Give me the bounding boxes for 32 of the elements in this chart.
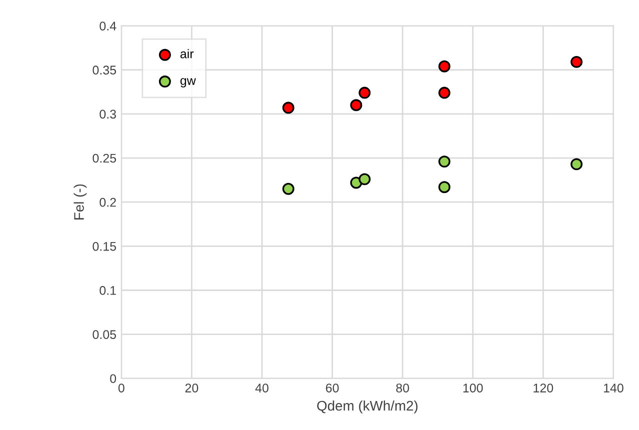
- point: [438, 86, 450, 99]
- point: [350, 99, 362, 112]
- y-tick-label: 0.35: [92, 66, 116, 75]
- y-tick-label: 0.3: [100, 110, 116, 119]
- x-axis-title: Qdem (kWh/m2): [317, 400, 418, 414]
- x-tick-label: 20: [185, 384, 198, 392]
- point: [438, 60, 450, 72]
- point: [358, 173, 371, 186]
- x-tick-label: 40: [255, 384, 268, 392]
- point: [358, 86, 371, 99]
- point: [282, 102, 294, 114]
- x-tick-label: 60: [326, 384, 339, 392]
- x-tick-label: 100: [463, 384, 483, 392]
- y-tick-label: 0.1: [100, 286, 116, 295]
- y-tick-label: 0.15: [92, 242, 116, 251]
- x-tick-label: 0: [118, 384, 124, 392]
- point: [570, 56, 583, 68]
- x-tick-label: 80: [396, 384, 410, 392]
- point: [438, 156, 450, 168]
- y-tick-label: 0.05: [92, 330, 116, 339]
- y-tick-label: 0.2: [100, 198, 116, 207]
- x-tick-label: 140: [604, 384, 624, 392]
- point: [570, 158, 583, 170]
- point: [438, 181, 450, 194]
- legend-label: gw: [180, 78, 196, 88]
- y-tick-label: 0.25: [92, 154, 116, 163]
- y-axis-title: Fel (-): [74, 184, 87, 220]
- y-tick-label: 0: [110, 374, 116, 384]
- point: [282, 182, 294, 195]
- y-tick-label: 0.4: [100, 22, 116, 30]
- legend-label: air: [180, 49, 194, 58]
- x-tick-label: 120: [534, 384, 554, 392]
